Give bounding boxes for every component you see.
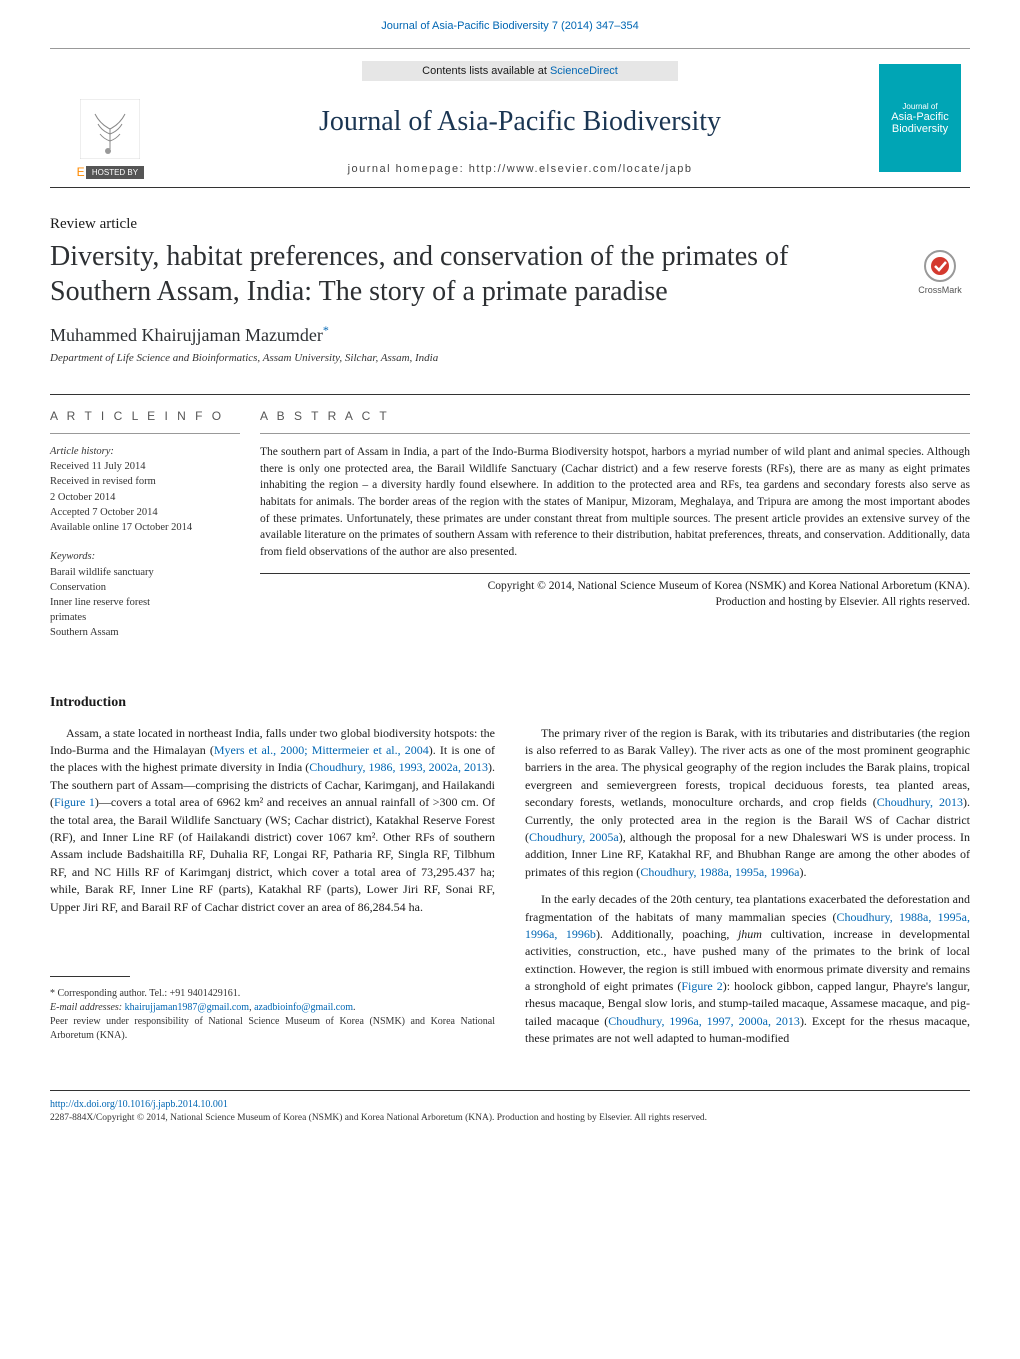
- footnotes-block: * Corresponding author. Tel.: +91 940142…: [50, 977, 495, 1043]
- crossmark-icon: [923, 249, 957, 283]
- article-history-heading: Article history:: [50, 446, 114, 457]
- copyright-footer: 2287-884X/Copyright © 2014, National Sci…: [50, 1113, 970, 1123]
- journal-cover-cell: Journal of Asia-Pacific Biodiversity: [870, 49, 970, 187]
- text-run: ). Additionally, poaching,: [596, 927, 738, 941]
- copyright-text: Copyright © 2014, National Science Museu…: [488, 580, 970, 592]
- text-run: ).: [800, 865, 807, 879]
- crossmark-badge[interactable]: CrossMark: [910, 249, 970, 295]
- keyword: Conservation: [50, 582, 106, 593]
- header-center: Contents lists available at ScienceDirec…: [170, 49, 870, 187]
- author-text: Muhammed Khairujjaman Mazumder: [50, 325, 323, 345]
- keyword: Barail wildlife sanctuary: [50, 567, 154, 578]
- abstract-text: The southern part of Assam in India, a p…: [260, 444, 970, 574]
- article-type: Review article: [50, 216, 970, 233]
- intro-paragraph-1: Assam, a state located in northeast Indi…: [50, 725, 495, 916]
- contents-prefix: Contents lists available at: [422, 65, 550, 77]
- abstract-column: A B S T R A C T The southern part of Ass…: [260, 395, 970, 655]
- bottom-rule: [50, 1090, 970, 1091]
- journal-header: HOSTED BY ELSEVIER Contents lists availa…: [50, 48, 970, 188]
- citation-link[interactable]: Choudhury, 2005a: [529, 830, 619, 844]
- email-link[interactable]: khairujjaman1987@gmail.com: [125, 1002, 249, 1013]
- doi-link[interactable]: http://dx.doi.org/10.1016/j.japb.2014.10…: [50, 1099, 970, 1110]
- abstract-divider: [260, 433, 970, 434]
- figure-link[interactable]: Figure 2: [681, 979, 722, 993]
- publisher-logo-cell: HOSTED BY ELSEVIER: [50, 49, 170, 187]
- text-run: .: [353, 1002, 356, 1013]
- figure-link[interactable]: Figure 1: [54, 795, 95, 809]
- keywords-block: Keywords: Barail wildlife sanctuary Cons…: [50, 549, 240, 640]
- italic-term: jhum: [738, 927, 762, 941]
- crossmark-label: CrossMark: [918, 285, 962, 295]
- intro-paragraph-3: In the early decades of the 20th century…: [525, 891, 970, 1048]
- citation-link[interactable]: Choudhury, 1996a, 1997, 2000a, 2013: [608, 1014, 800, 1028]
- author-corresponding-marker: *: [323, 323, 329, 337]
- article-history-block: Article history: Received 11 July 2014 R…: [50, 444, 240, 535]
- info-divider: [50, 433, 240, 434]
- history-line: Received 11 July 2014: [50, 461, 146, 472]
- keyword: Southern Assam: [50, 627, 119, 638]
- keyword: Inner line reserve forest: [50, 597, 150, 608]
- introduction-heading: Introduction: [50, 695, 970, 711]
- author-affiliation: Department of Life Science and Bioinform…: [50, 352, 970, 364]
- history-line: Received in revised form: [50, 476, 156, 487]
- corresponding-author-footnote: * Corresponding author. Tel.: +91 940142…: [50, 987, 495, 1001]
- cover-line3: Biodiversity: [892, 123, 948, 135]
- article-info-label: A R T I C L E I N F O: [50, 409, 240, 423]
- email-link[interactable]: azadbioinfo@gmail.com: [254, 1002, 353, 1013]
- journal-issue-link[interactable]: Journal of Asia-Pacific Biodiversity 7 (…: [50, 20, 970, 32]
- email-label: E-mail addresses:: [50, 1002, 125, 1013]
- keyword: primates: [50, 612, 86, 623]
- cover-line2: Asia-Pacific: [891, 111, 948, 123]
- history-line: Available online 17 October 2014: [50, 522, 192, 533]
- article-info-column: A R T I C L E I N F O Article history: R…: [50, 394, 260, 655]
- elsevier-tree-icon: [80, 99, 140, 159]
- abstract-copyright: Copyright © 2014, National Science Museu…: [260, 578, 970, 610]
- citation-link[interactable]: Choudhury, 1988a, 1995a, 1996a: [640, 865, 799, 879]
- hosting-text: Production and hosting by Elsevier. All …: [715, 596, 970, 608]
- cover-line1: Journal of: [902, 102, 937, 111]
- peer-review-footnote: Peer review under responsibility of Nati…: [50, 1015, 495, 1043]
- journal-name: Journal of Asia-Pacific Biodiversity: [319, 106, 721, 138]
- history-line: 2 October 2014: [50, 492, 115, 503]
- email-footnote: E-mail addresses: khairujjaman1987@gmail…: [50, 1001, 495, 1015]
- contents-available-line: Contents lists available at ScienceDirec…: [362, 61, 678, 81]
- sciencedirect-link[interactable]: ScienceDirect: [550, 65, 618, 77]
- text-run: )—covers a total area of 6962 km² and re…: [50, 795, 495, 913]
- citation-link[interactable]: Choudhury, 1986, 1993, 2002a, 2013: [309, 760, 488, 774]
- history-line: Accepted 7 October 2014: [50, 507, 158, 518]
- journal-homepage-link[interactable]: journal homepage: http://www.elsevier.co…: [348, 163, 693, 175]
- body-text: Assam, a state located in northeast Indi…: [50, 725, 970, 1051]
- intro-paragraph-2: The primary river of the region is Barak…: [525, 725, 970, 882]
- citation-link[interactable]: Myers et al., 2000; Mittermeier et al., …: [214, 743, 429, 757]
- keywords-heading: Keywords:: [50, 551, 95, 562]
- author-name: Muhammed Khairujjaman Mazumder*: [50, 323, 970, 346]
- citation-link[interactable]: Choudhury, 2013: [877, 795, 963, 809]
- abstract-label: A B S T R A C T: [260, 409, 970, 423]
- article-title: Diversity, habitat preferences, and cons…: [50, 239, 890, 309]
- journal-cover-thumbnail: Journal of Asia-Pacific Biodiversity: [879, 64, 961, 172]
- hosted-by-badge: HOSTED BY: [86, 166, 144, 179]
